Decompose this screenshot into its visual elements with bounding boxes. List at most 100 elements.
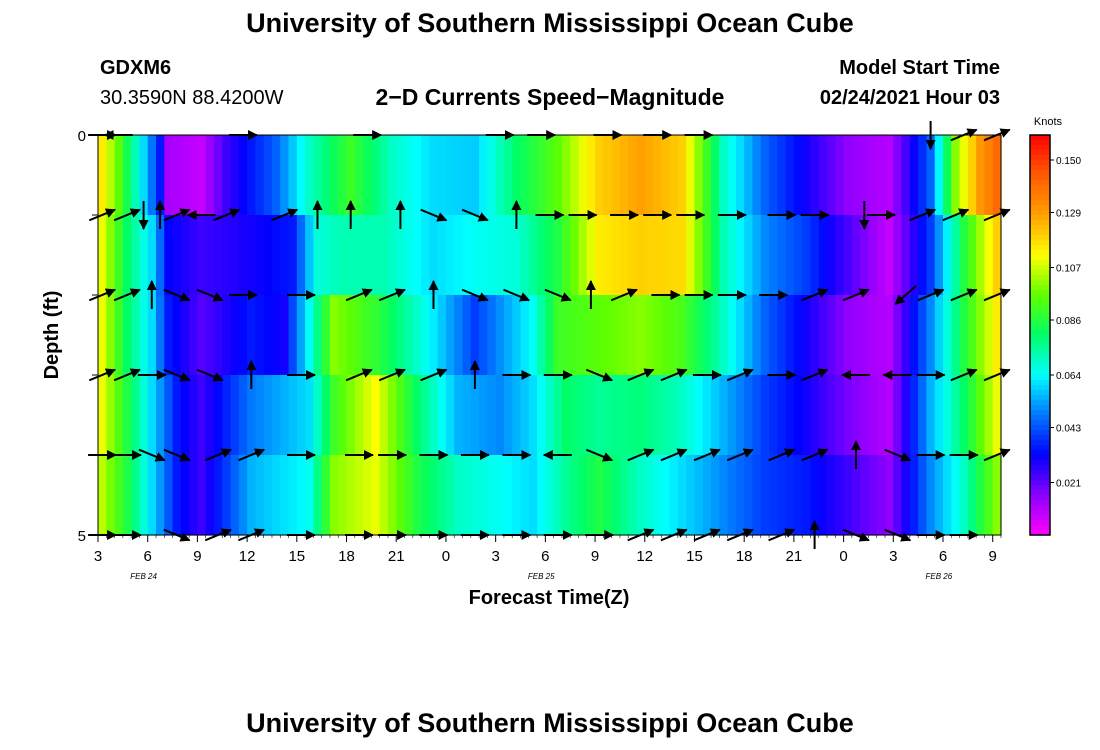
heatmap-cell (611, 455, 621, 536)
heatmap-cell (909, 215, 919, 296)
heatmap-cell (197, 295, 207, 376)
heatmap-cell (951, 375, 961, 456)
colorbar-segment (1030, 360, 1050, 366)
heatmap-cell (835, 375, 845, 456)
heatmap-cell (669, 295, 679, 376)
heatmap-cell (752, 295, 762, 376)
heatmap-cell (197, 215, 207, 296)
colorbar-segment (1030, 150, 1050, 156)
colorbar-segment (1030, 135, 1050, 141)
colorbar-segment (1030, 410, 1050, 416)
current-arrow (163, 288, 191, 302)
x-tick-label: 18 (736, 548, 753, 565)
current-arrow (693, 448, 721, 462)
x-tick-label: 15 (288, 548, 305, 565)
heatmap-cell (810, 455, 820, 536)
heatmap-cell (694, 455, 704, 536)
heatmap-cell (429, 375, 439, 456)
heatmap-cell (586, 295, 596, 376)
heatmap-cell (189, 135, 199, 216)
heatmap-cell (976, 375, 986, 456)
heatmap-cell (537, 215, 546, 296)
heatmap-cell (561, 215, 571, 296)
colorbar-segment (1030, 470, 1050, 476)
colorbar-segment (1030, 320, 1050, 326)
heatmap-cell (296, 135, 306, 216)
heatmap-cell (197, 375, 207, 456)
heatmap-cell (213, 215, 223, 296)
heatmap-cell (288, 135, 298, 216)
current-arrow (983, 288, 1011, 302)
heatmap-cell (570, 375, 580, 456)
heatmap-cell (470, 455, 480, 536)
colorbar-tick-label: 0.150 (1056, 156, 1081, 167)
heatmap-cell (437, 215, 447, 296)
heatmap-cell (752, 135, 762, 216)
colorbar-segment (1030, 525, 1050, 531)
heatmap-cell (280, 295, 290, 376)
heatmap-cell (677, 455, 687, 536)
heatmap-cell (868, 455, 878, 536)
heatmap-cell (727, 135, 737, 216)
heatmap-cell (760, 215, 770, 296)
current-arrow (627, 368, 655, 382)
heatmap-cell (619, 375, 629, 456)
heatmap-cell (793, 455, 803, 536)
heatmap-cell (155, 455, 165, 536)
heatmap-cell (992, 295, 1002, 376)
heatmap-cell (271, 215, 281, 296)
heatmap-cell (785, 135, 795, 216)
heatmap-cell (735, 455, 745, 536)
heatmap-cell (578, 215, 588, 296)
colorbar-segment (1030, 325, 1050, 331)
heatmap-cell (106, 135, 116, 216)
x-tick-label: 6 (939, 548, 947, 565)
current-arrow (801, 448, 829, 462)
heatmap-cell (147, 455, 157, 536)
heatmap-cell (818, 375, 828, 456)
date-label: FEB 24 (130, 572, 157, 581)
heatmap-cell (379, 295, 389, 376)
current-arrow (113, 288, 141, 302)
heatmap-cell (951, 215, 961, 296)
heatmap-cell (189, 375, 199, 456)
heatmap-cell (777, 135, 787, 216)
heatmap-cell (180, 455, 190, 536)
heatmap-cell (727, 215, 737, 296)
current-arrow (461, 208, 489, 222)
heatmap-cell (918, 375, 928, 456)
heatmap-cell (959, 135, 969, 216)
heatmap-cell (702, 295, 712, 376)
heatmap-cell (719, 455, 729, 536)
current-arrow (983, 208, 1011, 222)
heatmap-cell (139, 135, 149, 216)
heatmap-cell (545, 375, 555, 456)
heatmap-cell (909, 375, 919, 456)
heatmap-cell (205, 135, 215, 216)
heatmap-cell (943, 455, 952, 536)
heatmap-cell (735, 215, 745, 296)
heatmap-cell (321, 375, 331, 456)
heatmap-cell (711, 455, 720, 536)
heatmap-cell (628, 135, 638, 216)
colorbar-segment (1030, 220, 1050, 226)
heatmap-cell (976, 455, 986, 536)
heatmap-cell (412, 455, 422, 536)
colorbar-segment (1030, 210, 1050, 216)
heatmap-cell (926, 455, 936, 536)
heatmap-cell (876, 375, 886, 456)
heatmap-cell (512, 295, 522, 376)
heatmap-cell (271, 135, 281, 216)
heatmap-cell (437, 455, 447, 536)
heatmap-cell (719, 135, 729, 216)
heatmap-cell (595, 215, 604, 296)
heatmap-cell (238, 135, 248, 216)
colorbar-segment (1030, 310, 1050, 316)
heatmap-cell (98, 135, 107, 216)
colorbar-segment (1030, 490, 1050, 496)
heatmap-cell (313, 215, 323, 296)
heatmap-cell (777, 375, 787, 456)
heatmap-cell (288, 215, 298, 296)
current-arrow (909, 208, 937, 222)
heatmap-cell (851, 455, 861, 536)
